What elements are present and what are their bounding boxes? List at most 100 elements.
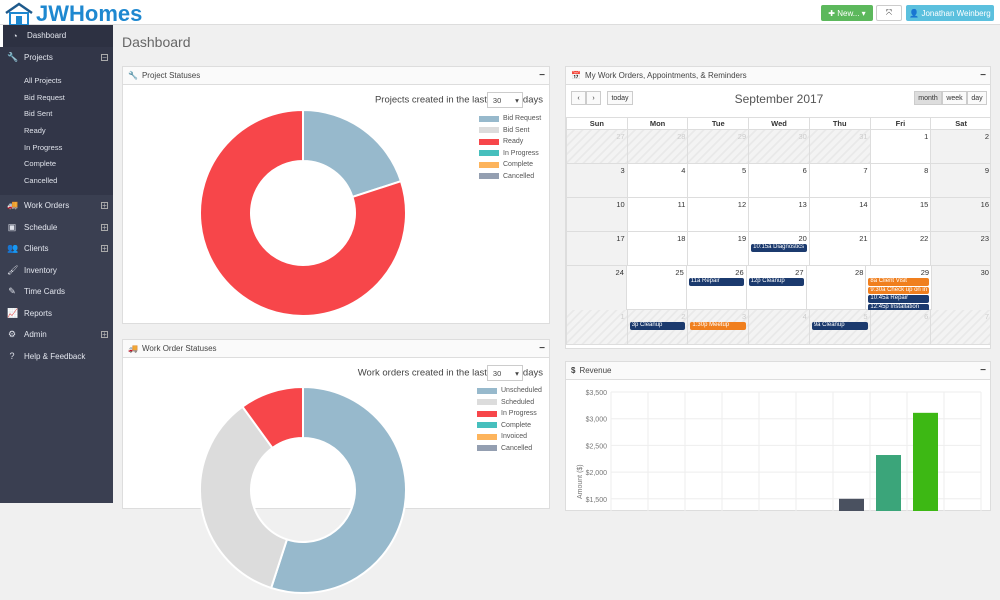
- prev-month-button[interactable]: ‹: [571, 91, 586, 105]
- days-select[interactable]: 30 ▾: [486, 365, 523, 381]
- calendar-day[interactable]: 7: [930, 310, 990, 344]
- calendar-day[interactable]: 1: [869, 130, 931, 163]
- calendar-day[interactable]: 21: [808, 232, 870, 265]
- calendar-event[interactable]: 9a Cleanup: [811, 322, 868, 330]
- slice-in-progress[interactable]: [241, 385, 304, 450]
- calendar-day[interactable]: 9: [930, 164, 990, 197]
- calendar-day[interactable]: 2 3p Cleanup: [626, 310, 688, 344]
- calendar-day[interactable]: 14: [808, 198, 870, 231]
- expand-icon[interactable]: +: [101, 244, 108, 254]
- calendar-day[interactable]: 6: [869, 310, 931, 344]
- calendar-day[interactable]: 26 11a Repair: [685, 266, 746, 311]
- calendar-day[interactable]: 27: [566, 130, 627, 163]
- sidebar-subitem-bid-sent[interactable]: Bid Sent: [24, 109, 53, 119]
- day-view-button[interactable]: day: [967, 91, 987, 105]
- calendar-day[interactable]: 15: [869, 198, 931, 231]
- calendar-day[interactable]: 18: [626, 232, 688, 265]
- minimize-button[interactable]: −: [980, 365, 986, 376]
- legend-swatch: [479, 127, 499, 134]
- calendar-day[interactable]: 25: [625, 266, 686, 311]
- calendar-event[interactable]: 10:45a Repair: [868, 295, 930, 303]
- expand-icon[interactable]: +: [101, 222, 108, 232]
- calendar-day[interactable]: 11: [626, 198, 688, 231]
- calendar-event[interactable]: 11a Repair: [688, 278, 744, 286]
- sidebar-item-clients[interactable]: 👥 Clients +: [7, 243, 108, 254]
- sidebar-subitem-complete[interactable]: Complete: [24, 159, 57, 169]
- slice-ready[interactable]: [199, 108, 407, 317]
- sidebar-subitem-bid-request[interactable]: Bid Request: [24, 92, 65, 102]
- calendar-day[interactable]: 7: [808, 164, 870, 197]
- wrench-icon: 🔧: [7, 51, 19, 62]
- sidebar-item-time-cards[interactable]: ✎ Time Cards: [8, 286, 66, 297]
- sidebar-subitem-cancelled[interactable]: Cancelled: [24, 175, 58, 185]
- calendar-event[interactable]: 12p Cleanup: [748, 278, 804, 286]
- revenue-bar[interactable]: [876, 455, 901, 511]
- calendar-day[interactable]: 23: [930, 232, 990, 265]
- expand-icon[interactable]: ⤧: [876, 5, 902, 21]
- revenue-bar[interactable]: [913, 412, 938, 511]
- calendar-event[interactable]: 10:15a Diagnostics: [751, 244, 807, 252]
- calendar-day[interactable]: 8: [869, 164, 931, 197]
- sidebar-subitem-in-progress[interactable]: In Progress: [24, 142, 63, 152]
- calendar-day[interactable]: 5: [687, 164, 748, 197]
- calendar-day[interactable]: 5 9a Cleanup: [808, 310, 870, 344]
- calendar-day[interactable]: 4: [748, 310, 809, 344]
- calendar-day[interactable]: 2: [930, 130, 990, 163]
- calendar-day[interactable]: 13: [748, 198, 809, 231]
- calendar-day[interactable]: 29 8a Client Visit 9:30a Check up on in 10:…: [865, 266, 931, 311]
- calendar-day[interactable]: 3: [566, 164, 627, 197]
- calendar-day[interactable]: 30: [931, 266, 990, 311]
- expand-icon[interactable]: +: [101, 330, 108, 340]
- calendar-day[interactable]: 28: [805, 266, 866, 311]
- sidebar-item-reports[interactable]: 📈 Reports: [7, 307, 53, 318]
- sidebar-item-work-orders[interactable]: 🚚 Work Orders +: [7, 200, 108, 211]
- minimize-button[interactable]: −: [539, 70, 545, 81]
- minimize-button[interactable]: −: [980, 70, 986, 81]
- sidebar-item-schedule[interactable]: ▣ Schedule +: [7, 221, 108, 232]
- next-month-button[interactable]: ›: [586, 91, 601, 105]
- calendar-day[interactable]: 27 12p Cleanup: [745, 266, 806, 311]
- calendar-day[interactable]: 10: [566, 198, 627, 231]
- day-number: 3: [620, 166, 625, 175]
- calendar-day[interactable]: 24: [566, 266, 626, 311]
- month-view-button[interactable]: month: [914, 91, 942, 105]
- sidebar-item-inventory[interactable]: 🖌 Inventory: [7, 264, 57, 275]
- logo[interactable]: JWHomes: [4, 1, 142, 27]
- calendar-event[interactable]: 1:30p Meetup: [690, 322, 747, 330]
- calendar-day[interactable]: 17: [566, 232, 627, 265]
- calendar-day[interactable]: 19: [687, 232, 748, 265]
- user-button[interactable]: 👤 Jonathan Weinberg: [906, 5, 994, 21]
- calendar-day[interactable]: 28: [626, 130, 688, 163]
- sidebar-item-projects[interactable]: 🔧 Projects −: [0, 46, 113, 68]
- calendar-day[interactable]: 1: [566, 310, 627, 344]
- sidebar-item-admin[interactable]: ⚙ Admin +: [7, 329, 108, 340]
- calendar-event[interactable]: 9:30a Check up on in: [868, 286, 930, 294]
- expand-icon[interactable]: +: [101, 201, 108, 211]
- calendar-day[interactable]: 20 10:15a Diagnostics: [748, 232, 809, 265]
- calendar-day[interactable]: 22: [869, 232, 931, 265]
- calendar-day[interactable]: 3 1:30p Meetup: [687, 310, 749, 344]
- today-button[interactable]: today: [607, 91, 633, 105]
- calendar-day[interactable]: 6: [748, 164, 809, 197]
- calendar-day[interactable]: 30: [748, 130, 809, 163]
- sidebar-subitem-ready[interactable]: Ready: [24, 125, 46, 135]
- calendar-event[interactable]: 12:45p Installation: [868, 303, 930, 311]
- sidebar-item-help-feedback[interactable]: ? Help & Feedback: [0, 345, 113, 367]
- calendar-day[interactable]: 4: [626, 164, 688, 197]
- calendar-event[interactable]: 8a Client Visit: [868, 278, 930, 286]
- page-title: Dashboard: [122, 34, 191, 50]
- calendar-day[interactable]: 12: [687, 198, 748, 231]
- week-view-button[interactable]: week: [942, 91, 967, 105]
- calendar-day[interactable]: 31: [808, 130, 870, 163]
- calendar-day[interactable]: 16: [930, 198, 990, 231]
- slice-bid-request[interactable]: [302, 108, 403, 199]
- sidebar-subitem-all-projects[interactable]: All Projects: [24, 75, 62, 85]
- revenue-bar[interactable]: [839, 498, 864, 511]
- collapse-icon[interactable]: −: [101, 52, 108, 62]
- sidebar-item-dashboard[interactable]: ◔ Dashboard: [0, 25, 113, 47]
- days-select[interactable]: 30 ▾: [486, 92, 523, 108]
- minimize-button[interactable]: −: [539, 343, 545, 354]
- calendar-day[interactable]: 29: [687, 130, 749, 163]
- calendar-event[interactable]: 3p Cleanup: [629, 322, 686, 330]
- new-button[interactable]: ✚ New... ▾: [821, 5, 873, 21]
